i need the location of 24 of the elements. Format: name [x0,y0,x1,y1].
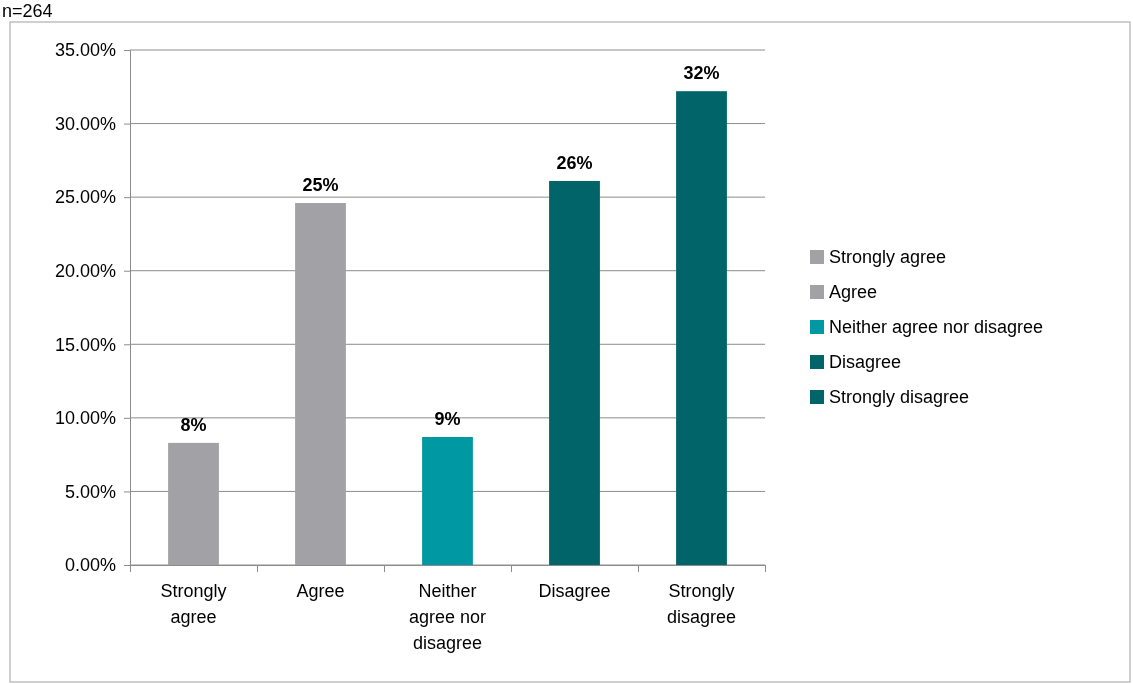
data-label: 8% [180,414,207,435]
data-label: 26% [556,152,593,173]
data-label: 9% [434,408,461,429]
y-tick-label: 15.00% [54,334,116,355]
y-tick-label: 20.00% [54,260,116,281]
legend-label: Neither agree nor disagree [829,317,1044,337]
y-tick-label: 0.00% [64,555,116,576]
data-label: 25% [302,175,339,196]
x-tick-label: Neither agree nor disagree [408,581,487,653]
x-tick-label: Strongly agree [160,581,227,627]
y-tick-label: 5.00% [64,481,116,502]
legend-label: Disagree [829,352,902,372]
y-tick-label: 30.00% [54,113,116,134]
y-tick-label: 25.00% [54,187,116,208]
chart-title: n=264 [2,1,53,21]
y-tick-label: 35.00% [54,40,116,61]
x-tick-label: Strongly disagree [666,581,737,627]
legend-label: Strongly disagree [829,387,970,407]
x-tick-label: Disagree [538,581,611,601]
x-tick-label: Agree [296,581,345,601]
legend-label: Strongly agree [829,247,947,267]
data-label: 32% [683,63,720,84]
legend-label: Agree [829,282,878,302]
y-tick-label: 10.00% [54,408,116,429]
